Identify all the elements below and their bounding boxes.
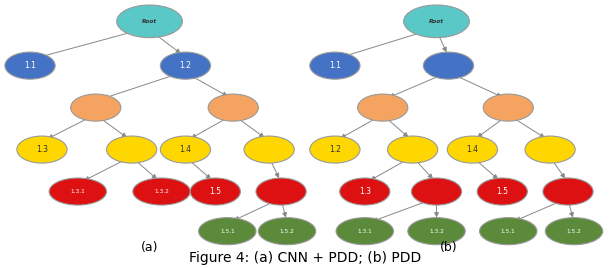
Ellipse shape: [336, 218, 393, 245]
Ellipse shape: [160, 136, 210, 163]
Ellipse shape: [310, 52, 360, 79]
Text: 1.3.1: 1.3.1: [357, 229, 372, 234]
Ellipse shape: [545, 218, 603, 245]
Ellipse shape: [479, 218, 537, 245]
Ellipse shape: [107, 136, 157, 163]
Ellipse shape: [483, 94, 533, 121]
Text: 1.5.2: 1.5.2: [567, 229, 581, 234]
Ellipse shape: [543, 178, 593, 205]
Ellipse shape: [477, 178, 528, 205]
Text: 1.4: 1.4: [179, 145, 192, 154]
Ellipse shape: [49, 178, 107, 205]
Ellipse shape: [447, 136, 498, 163]
Text: 1.1: 1.1: [329, 61, 341, 70]
Text: Figure 4: (a) CNN + PDD; (b) PDD: Figure 4: (a) CNN + PDD; (b) PDD: [189, 251, 421, 265]
Ellipse shape: [310, 136, 360, 163]
Ellipse shape: [17, 136, 67, 163]
Text: 1.3: 1.3: [36, 145, 48, 154]
Ellipse shape: [411, 178, 462, 205]
Ellipse shape: [340, 178, 390, 205]
Text: Root: Root: [142, 19, 157, 24]
Text: (a): (a): [141, 240, 159, 254]
Text: 1.5: 1.5: [209, 187, 221, 196]
Ellipse shape: [71, 94, 121, 121]
Text: (b): (b): [440, 240, 458, 254]
Text: 1.4: 1.4: [467, 145, 478, 154]
Text: 1.5.2: 1.5.2: [279, 229, 295, 234]
Ellipse shape: [117, 5, 182, 38]
Ellipse shape: [244, 136, 294, 163]
Ellipse shape: [357, 94, 408, 121]
Text: 1.2: 1.2: [329, 145, 341, 154]
Text: 1.3.2: 1.3.2: [429, 229, 444, 234]
Text: Root: Root: [429, 19, 444, 24]
Text: 1.3: 1.3: [359, 187, 371, 196]
Text: 1.1: 1.1: [24, 61, 36, 70]
Text: 1.2: 1.2: [179, 61, 192, 70]
Text: 1.3.1: 1.3.1: [71, 189, 85, 194]
Ellipse shape: [404, 5, 470, 38]
Ellipse shape: [259, 218, 316, 245]
Ellipse shape: [423, 52, 473, 79]
Ellipse shape: [5, 52, 55, 79]
Ellipse shape: [387, 136, 438, 163]
Text: 1.5.1: 1.5.1: [501, 229, 515, 234]
Text: 1.3.2: 1.3.2: [154, 189, 169, 194]
Text: 1.5: 1.5: [497, 187, 508, 196]
Ellipse shape: [208, 94, 259, 121]
Text: 1.5.1: 1.5.1: [220, 229, 235, 234]
Ellipse shape: [408, 218, 465, 245]
Ellipse shape: [160, 52, 210, 79]
Ellipse shape: [525, 136, 575, 163]
Ellipse shape: [199, 218, 256, 245]
Ellipse shape: [190, 178, 240, 205]
Ellipse shape: [256, 178, 306, 205]
Ellipse shape: [133, 178, 190, 205]
